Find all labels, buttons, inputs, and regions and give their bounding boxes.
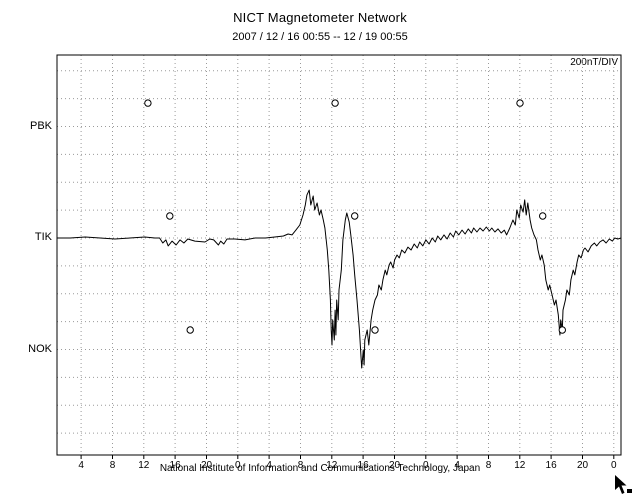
mouse-cursor-icon [615, 475, 632, 494]
x-tick-label: 16 [358, 460, 370, 471]
x-tick-label: 0 [611, 460, 617, 471]
circle-marker-nok [186, 326, 194, 334]
y-axis-label-tik: TIK [34, 231, 52, 243]
circle-marker-pbk [516, 99, 524, 107]
x-tick-label: 0 [235, 460, 241, 471]
circle-marker-nok [371, 326, 379, 334]
x-tick-label: 4 [78, 460, 84, 471]
x-tick-label: 8 [298, 460, 304, 471]
y-axis-label-nok: NOK [28, 343, 52, 355]
x-tick-label: 16 [546, 460, 558, 471]
x-tick-label: 12 [514, 460, 526, 471]
circle-marker-pbk [331, 99, 339, 107]
y-axis-label-pbk: PBK [29, 120, 52, 132]
plot-frame [56, 54, 622, 456]
circle-marker-pbk [144, 99, 152, 107]
x-tick-label: 4 [454, 460, 460, 471]
circle-marker-tik [166, 212, 174, 220]
x-tick-label: 12 [138, 460, 150, 471]
x-tick-label: 20 [389, 460, 401, 471]
x-tick-label: 8 [486, 460, 492, 471]
page-title: NICT Magnetometer Network [233, 10, 407, 25]
scale-unit-label: 200nT/DIV [570, 57, 618, 68]
circle-marker-tik [539, 212, 547, 220]
x-tick-label: 16 [170, 460, 182, 471]
x-tick-label: 8 [110, 460, 116, 471]
date-range-subtitle: 2007 / 12 / 16 00:55 -- 12 / 19 00:55 [232, 31, 408, 43]
magnetometer-trace [57, 189, 622, 369]
x-tick-label: 20 [577, 460, 589, 471]
institution-caption: National Institute of Information and Co… [159, 463, 481, 474]
x-tick-label: 4 [266, 460, 272, 471]
x-tick-label: 12 [326, 460, 338, 471]
x-tick-label: 20 [201, 460, 213, 471]
circle-marker-nok [558, 326, 566, 334]
x-tick-label: 0 [423, 460, 429, 471]
circle-marker-tik [351, 212, 359, 220]
